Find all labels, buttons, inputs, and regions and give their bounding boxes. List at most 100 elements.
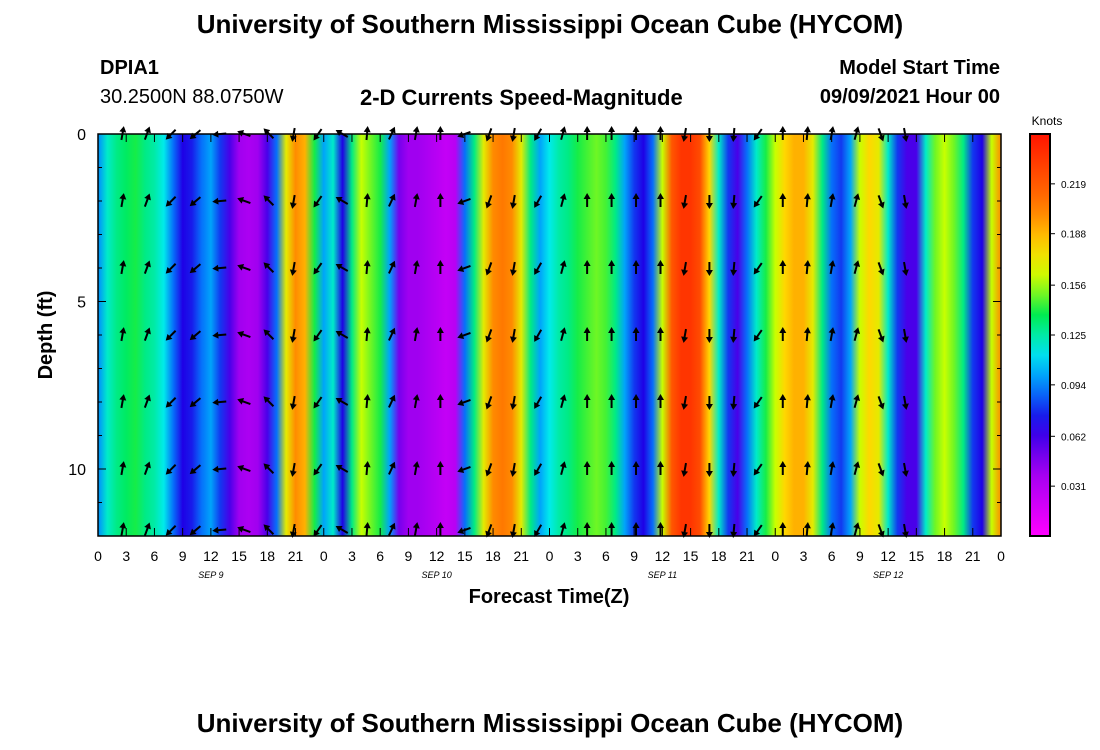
current-vector [656, 260, 664, 274]
x-tick-label: 21 [739, 548, 755, 564]
current-vector [485, 195, 493, 209]
current-vector [534, 524, 543, 537]
day-label: SEP 9 [198, 570, 223, 580]
colorbar-tick-label: 0.031 [1061, 482, 1086, 493]
x-tick-label: 18 [260, 548, 276, 564]
colorbar-ticks: 0.031 0.062 0.094 0.125 0.156 0.188 0.219 [1050, 180, 1086, 493]
page-title: University of Southern Mississippi Ocean… [196, 9, 904, 39]
current-vector [363, 461, 371, 476]
current-vector [237, 197, 251, 204]
current-vector [753, 128, 763, 141]
y-tick-label: 10 [68, 462, 86, 479]
current-vector [263, 262, 275, 273]
current-vector [877, 195, 885, 209]
current-vector [632, 522, 640, 536]
current-vector [534, 195, 543, 208]
current-vector [388, 327, 396, 341]
current-vector [901, 194, 909, 209]
currents-heatmap-chart: 0 3 6 9 12 15 18 21 0 3 6 9 12 15 18 21 0 3 6 9 12 15 18 21 0 3 6 9… [35, 114, 1086, 608]
current-vector [681, 523, 689, 538]
current-vector [779, 394, 787, 408]
current-vector [165, 263, 177, 274]
current-vector [608, 327, 616, 341]
x-tick-label: 0 [94, 548, 102, 564]
current-vector [289, 523, 297, 538]
current-vector [363, 193, 371, 208]
colorbar-tick-label: 0.156 [1061, 281, 1086, 292]
current-vector [559, 126, 567, 141]
x-tick-label: 12 [880, 548, 896, 564]
current-vector [212, 398, 227, 406]
current-vector [485, 463, 493, 477]
colorbar-tick-label: 0.219 [1061, 180, 1086, 191]
current-vector [388, 260, 396, 274]
current-vector [901, 395, 909, 410]
current-vector [730, 127, 738, 142]
current-vector [705, 329, 713, 343]
current-vector [730, 395, 738, 410]
current-vector [263, 195, 275, 206]
current-vector [509, 395, 517, 410]
current-vector [143, 327, 151, 341]
current-vector [189, 464, 202, 475]
current-vector [877, 463, 885, 477]
current-vector [583, 260, 591, 274]
x-tick-label: 21 [288, 548, 304, 564]
current-vector [412, 522, 420, 537]
current-vector [534, 463, 543, 476]
current-vector [853, 126, 861, 141]
x-axis: 0 3 6 9 12 15 18 21 0 3 6 9 12 15 18 21 0 3 6 9 12 15 18 21 0 3 6 9… [94, 134, 1005, 580]
current-vector [559, 260, 567, 275]
current-vector [583, 126, 591, 140]
current-vector [583, 394, 591, 408]
current-vector [803, 260, 811, 275]
current-vector [313, 195, 323, 208]
current-vector [412, 327, 420, 342]
colorbar [1029, 133, 1051, 537]
current-vector [457, 527, 471, 534]
current-vector [509, 127, 517, 142]
x-tick-label: 12 [655, 548, 671, 564]
current-vector [559, 193, 567, 208]
y-axis: 0 5 10 [68, 127, 1001, 537]
current-vector [853, 394, 861, 409]
current-vector [877, 396, 885, 410]
current-vector [559, 327, 567, 342]
current-vector [656, 522, 664, 536]
current-vector [263, 396, 275, 407]
current-vector [753, 329, 763, 342]
model-start-date: 09/09/2021 Hour 00 [819, 86, 1000, 108]
current-vector [877, 262, 885, 276]
current-vector [335, 196, 349, 205]
current-vector [730, 523, 738, 538]
x-tick-label: 18 [485, 548, 501, 564]
current-vector [363, 260, 371, 275]
current-vector [165, 196, 177, 207]
current-vector [289, 194, 297, 209]
current-vector [165, 330, 177, 341]
current-vector [509, 261, 517, 276]
day-label: SEP 11 [648, 570, 678, 580]
current-vector [212, 465, 227, 473]
current-vector [457, 399, 471, 406]
current-vector [237, 526, 251, 533]
current-vector [559, 394, 567, 409]
current-vector [457, 332, 471, 339]
current-vector [335, 464, 349, 473]
current-vector [656, 394, 664, 408]
current-vector [559, 461, 567, 476]
current-vector [803, 327, 811, 342]
current-vector [656, 193, 664, 207]
current-vector [212, 264, 227, 272]
current-vector [803, 126, 811, 141]
station-id: DPIA1 [100, 57, 159, 79]
x-tick-label: 9 [856, 548, 864, 564]
day-label: SEP 10 [422, 570, 452, 580]
x-tick-label: 9 [179, 548, 187, 564]
y-tick-label: 0 [77, 127, 86, 144]
x-tick-label: 0 [546, 548, 554, 564]
current-vector [705, 128, 713, 142]
vector-layer [119, 126, 909, 538]
current-vector [313, 128, 323, 141]
x-tick-label: 0 [320, 548, 328, 564]
